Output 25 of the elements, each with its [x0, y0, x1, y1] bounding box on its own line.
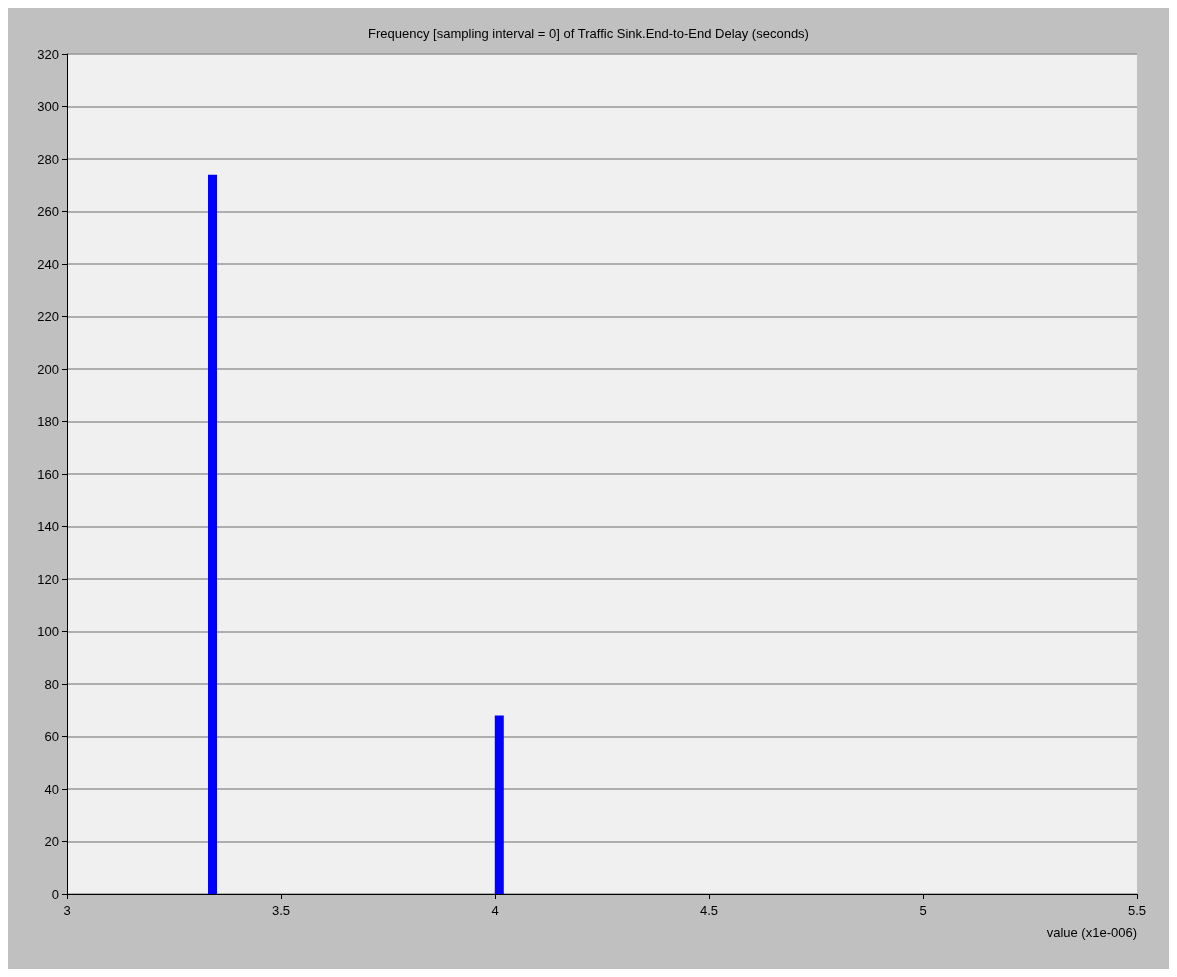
y-tick-label: 260 [37, 204, 59, 219]
y-tick-label: 20 [44, 834, 59, 849]
y-tick-label: 0 [51, 886, 59, 902]
y-tick-label: 120 [37, 571, 59, 587]
x-tick-label: 3 [63, 903, 71, 918]
y-tick-label: 80 [44, 676, 59, 692]
x-axis-title: value (x1e-006) [1046, 925, 1137, 940]
y-tick-label: 220 [37, 309, 59, 324]
x-tick-label: 5 [919, 903, 927, 918]
y-tick-label: 280 [37, 151, 59, 167]
y-tick-label: 140 [37, 519, 59, 534]
chart-title: Frequency [sampling interval = 0] of Traffic Sink.End-to-End Delay (seconds) [368, 26, 809, 41]
y-tick-label: 200 [37, 361, 59, 377]
y-tick-label: 320 [37, 46, 59, 62]
x-tick-label: 4.5 [699, 903, 719, 918]
y-tick-label: 40 [44, 781, 59, 797]
y-tick-label: 240 [37, 256, 59, 272]
y-tick-label: 300 [37, 99, 59, 114]
y-tick-label: 100 [37, 624, 59, 639]
y-tick-label: 160 [37, 466, 59, 482]
x-tick-label: 5.5 [1127, 903, 1147, 918]
x-tick-label: 3.5 [271, 903, 291, 918]
x-tick-label: 4 [491, 903, 499, 918]
y-tick-label: 180 [37, 414, 59, 429]
y-tick-label: 60 [44, 729, 59, 744]
